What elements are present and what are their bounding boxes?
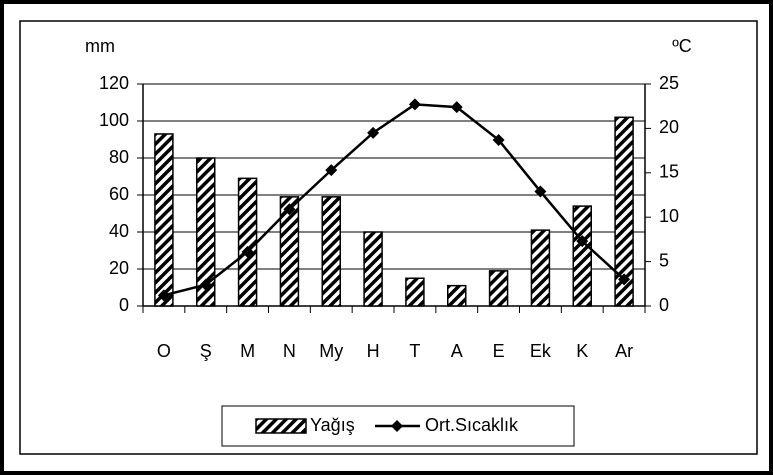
bar [447,284,467,307]
line-marker [367,126,380,139]
line-marker [534,185,547,198]
y-tick-label: 100 [99,110,129,130]
legend-swatch-marker [391,420,403,432]
line [163,103,625,297]
y2-tick-label: 0 [659,295,669,315]
y2-tick-label: 5 [659,250,669,270]
y-tick-label: 60 [109,184,129,204]
line-marker [199,278,212,291]
x-tick-label: O [157,341,171,361]
x-tick-label: K [576,341,588,361]
x-tick-label: T [409,341,420,361]
y-tick-label: 80 [109,147,129,167]
y2-axis-label: ºC [672,36,692,56]
line-marker [492,133,505,146]
y-tick-label: 120 [99,73,129,93]
x-tick-label: M [240,341,255,361]
line-marker [450,101,463,114]
y-tick-label: 40 [109,221,129,241]
line-marker [618,273,631,286]
line-marker [408,98,421,111]
bar [279,196,300,307]
y2-tick-label: 15 [659,162,679,182]
bar [614,116,634,307]
y2-tick-label: 25 [659,73,679,93]
y2-tick-label: 10 [659,206,679,226]
y2-tick-label: 20 [659,117,679,137]
bar [530,229,551,307]
x-tick-label: N [283,341,296,361]
bar [237,177,258,307]
line-marker [241,245,254,258]
line-marker [325,164,338,177]
bar [488,270,509,307]
line-marker [283,203,296,216]
x-tick-label: E [493,341,505,361]
bar [196,157,216,307]
x-tick-label: Ş [200,341,212,361]
bar [405,277,425,307]
legend-label: Ort.Sıcaklık [425,415,519,435]
bar [321,196,341,307]
x-tick-label: Ar [615,341,633,361]
legend-swatch [255,418,307,434]
y-axis-label: mm [85,36,115,56]
chart-border [19,20,758,455]
x-tick-label: A [451,341,463,361]
x-tick-label: Ek [530,341,552,361]
y-tick-label: 0 [119,295,129,315]
y-tick-label: 20 [109,258,129,278]
bar [363,231,383,307]
x-tick-label: My [319,341,343,361]
x-tick-label: H [367,341,380,361]
line-marker [576,235,589,248]
legend-label: Yağış [310,415,355,435]
bar [572,205,592,307]
bar [154,133,174,307]
line-marker [157,289,170,302]
